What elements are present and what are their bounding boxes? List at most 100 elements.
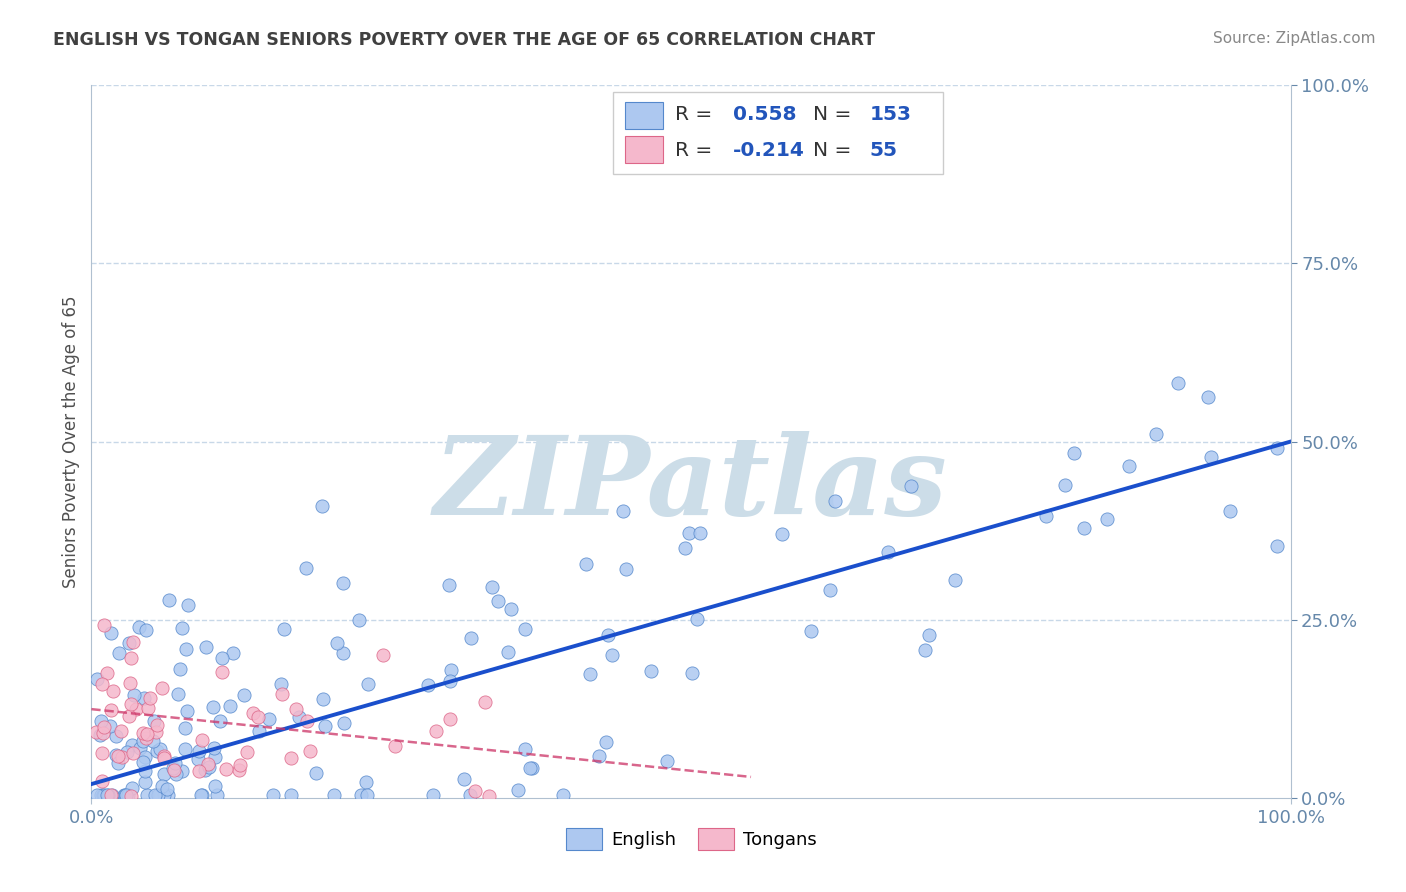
Point <box>174 721 197 735</box>
Text: N =: N = <box>814 141 858 160</box>
FancyBboxPatch shape <box>626 102 664 129</box>
Point <box>257 712 280 726</box>
Point <box>110 724 132 739</box>
Point <box>112 788 135 802</box>
Point <box>478 789 501 804</box>
Point <box>681 666 703 681</box>
Point <box>197 760 219 774</box>
Point <box>114 788 136 802</box>
Point <box>117 745 139 759</box>
Point <box>93 618 115 632</box>
Text: R =: R = <box>675 141 718 160</box>
Point <box>134 750 156 764</box>
Point <box>295 561 318 575</box>
Point <box>347 613 370 627</box>
Point <box>91 677 114 691</box>
FancyBboxPatch shape <box>626 136 664 163</box>
Point <box>1063 446 1085 460</box>
Y-axis label: Seniors Poverty Over the Age of 65: Seniors Poverty Over the Age of 65 <box>62 295 80 588</box>
Point <box>204 779 226 793</box>
Point <box>356 788 378 802</box>
Point <box>689 525 711 540</box>
Point <box>1265 442 1288 456</box>
Point <box>84 725 107 739</box>
Point <box>602 648 624 662</box>
Point <box>91 725 114 739</box>
Point <box>1199 450 1222 464</box>
Point <box>222 646 245 660</box>
Point <box>148 788 170 802</box>
Point <box>513 741 536 756</box>
Point <box>153 751 176 765</box>
Point <box>464 784 486 798</box>
Point <box>918 628 941 642</box>
Point <box>270 677 292 691</box>
Point <box>121 738 143 752</box>
Point <box>98 719 121 733</box>
Point <box>132 726 155 740</box>
Point <box>145 744 167 758</box>
Point <box>91 788 114 802</box>
Point <box>165 767 187 781</box>
Point <box>1167 376 1189 390</box>
Point <box>205 788 228 802</box>
Point <box>139 691 162 706</box>
Point <box>134 764 156 778</box>
Point <box>242 706 264 721</box>
Point <box>1073 521 1095 535</box>
Point <box>96 666 118 681</box>
Point <box>595 735 617 749</box>
Point <box>575 558 598 572</box>
Point <box>519 761 541 775</box>
Point <box>115 788 138 802</box>
Point <box>91 746 114 760</box>
Point <box>89 728 111 742</box>
Point <box>121 746 143 760</box>
Point <box>162 761 184 775</box>
Point <box>1144 426 1167 441</box>
Point <box>101 683 124 698</box>
Point <box>93 788 115 802</box>
Point <box>96 788 118 802</box>
Point <box>460 788 482 802</box>
Point <box>100 625 122 640</box>
Point <box>588 748 610 763</box>
Point <box>439 663 461 677</box>
Point <box>211 665 233 679</box>
Point <box>135 623 157 637</box>
Point <box>422 788 444 802</box>
Point <box>143 714 166 728</box>
Point <box>90 773 112 788</box>
Point <box>215 762 238 776</box>
Point <box>100 703 122 717</box>
Point <box>86 788 108 802</box>
Text: ENGLISH VS TONGAN SENIORS POVERTY OVER THE AGE OF 65 CORRELATION CHART: ENGLISH VS TONGAN SENIORS POVERTY OVER T… <box>53 31 876 49</box>
Point <box>187 764 209 778</box>
Point <box>146 717 169 731</box>
Text: -0.214: -0.214 <box>733 141 804 160</box>
Point <box>280 788 302 802</box>
Point <box>247 710 270 724</box>
Point <box>177 598 200 612</box>
Point <box>120 789 142 804</box>
Point <box>312 692 335 706</box>
Point <box>190 732 212 747</box>
Point <box>107 756 129 771</box>
Point <box>218 698 240 713</box>
Point <box>107 748 129 763</box>
Point <box>686 611 709 625</box>
Point <box>142 734 165 748</box>
Point <box>228 763 250 777</box>
Point <box>125 702 148 716</box>
Point <box>506 783 529 797</box>
Point <box>163 763 186 777</box>
Point <box>439 712 461 726</box>
Point <box>236 745 259 759</box>
Point <box>614 562 637 576</box>
Point <box>384 739 406 753</box>
Point <box>176 704 198 718</box>
Point <box>105 748 128 763</box>
Point <box>136 701 159 715</box>
Point <box>136 727 159 741</box>
Point <box>93 720 115 734</box>
